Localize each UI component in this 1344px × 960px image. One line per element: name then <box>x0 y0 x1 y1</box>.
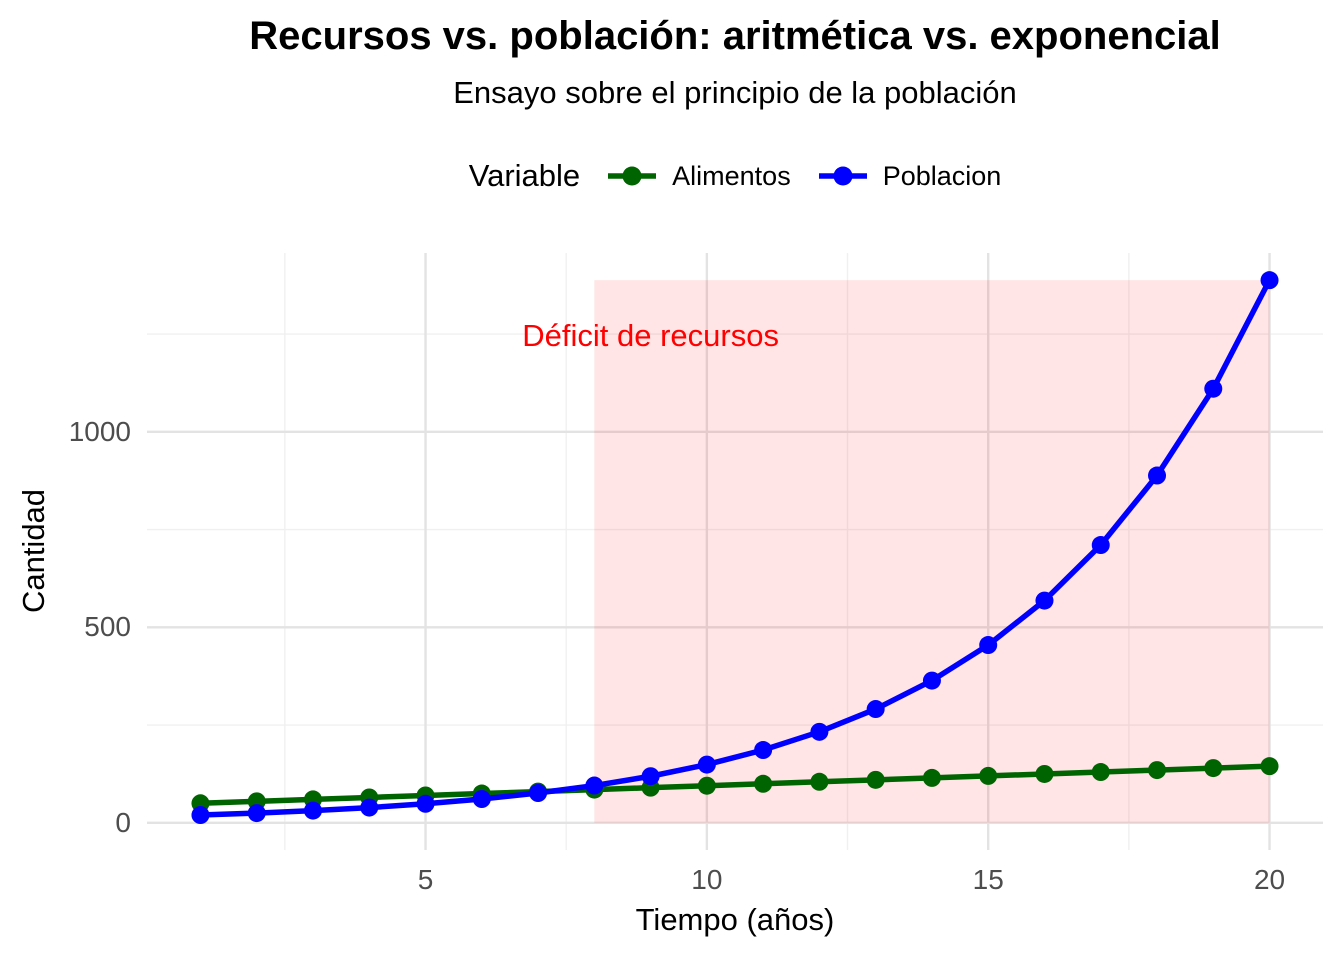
data-point-poblacion-2[interactable] <box>247 804 266 823</box>
data-point-poblacion-1[interactable] <box>191 806 210 825</box>
legend-item-alimentos[interactable]: Alimentos <box>606 161 791 192</box>
x-tick-label-15: 15 <box>972 864 1004 895</box>
data-point-alimentos-19[interactable] <box>1204 759 1223 778</box>
y-tick-label-0: 0 <box>115 806 131 838</box>
data-point-alimentos-18[interactable] <box>1148 761 1167 780</box>
x-axis-title: Tiempo (años) <box>635 902 835 937</box>
data-point-alimentos-13[interactable] <box>866 770 885 789</box>
data-point-alimentos-12[interactable] <box>810 772 829 791</box>
data-point-poblacion-19[interactable] <box>1204 379 1223 398</box>
data-point-poblacion-14[interactable] <box>922 671 941 690</box>
data-point-poblacion-16[interactable] <box>1035 591 1054 610</box>
data-point-alimentos-11[interactable] <box>754 774 773 793</box>
y-tick-label-500: 500 <box>84 611 131 643</box>
alimentos-line-point-key-icon <box>608 166 657 186</box>
poblacion-line-point-key-icon <box>818 166 867 186</box>
data-point-poblacion-18[interactable] <box>1148 466 1167 485</box>
series-line-alimentos <box>197 763 1273 807</box>
legend-title: Variable <box>468 158 581 193</box>
data-point-poblacion-12[interactable] <box>810 722 829 741</box>
data-point-poblacion-20[interactable] <box>1260 271 1279 290</box>
data-point-poblacion-4[interactable] <box>360 798 379 817</box>
x-tick-label-5: 5 <box>417 864 434 895</box>
plot-area <box>147 253 1323 850</box>
chart-title: Recursos vs. población: aritmética vs. e… <box>249 14 1221 58</box>
plot-panel: Déficit de recursos <box>147 253 1323 850</box>
data-point-poblacion-8[interactable] <box>585 776 604 795</box>
legend-item-label: Poblacion <box>882 160 1002 191</box>
data-point-alimentos-20[interactable] <box>1260 757 1279 776</box>
data-point-alimentos-10[interactable] <box>697 776 716 795</box>
chart-subtitle: Ensayo sobre el principio de la població… <box>453 75 1017 110</box>
data-point-poblacion-7[interactable] <box>529 784 548 803</box>
deficit-region <box>594 280 1270 823</box>
data-point-poblacion-17[interactable] <box>1091 536 1110 555</box>
x-tick-label-20: 20 <box>1253 864 1286 895</box>
chart-header: Recursos vs. población: aritmética vs. e… <box>147 0 1323 111</box>
x-tick-label-10: 10 <box>691 864 723 895</box>
data-point-poblacion-15[interactable] <box>979 636 998 655</box>
y-tick-label-1000: 1000 <box>68 415 131 447</box>
data-point-poblacion-6[interactable] <box>472 790 491 809</box>
data-point-alimentos-14[interactable] <box>922 768 941 787</box>
data-point-poblacion-5[interactable] <box>416 794 435 813</box>
legend-item-poblacion[interactable]: Poblacion <box>817 160 1002 192</box>
data-point-alimentos-17[interactable] <box>1091 763 1110 782</box>
data-point-poblacion-10[interactable] <box>697 755 716 774</box>
data-point-poblacion-13[interactable] <box>866 700 885 719</box>
y-axis-title: Cantidad <box>16 488 51 614</box>
data-point-poblacion-11[interactable] <box>754 741 773 760</box>
data-point-poblacion-3[interactable] <box>303 801 322 820</box>
series-line-poblacion <box>197 277 1273 818</box>
data-point-alimentos-15[interactable] <box>979 766 998 785</box>
data-point-alimentos-16[interactable] <box>1035 764 1054 783</box>
legend-item-label: Alimentos <box>672 160 791 191</box>
legend: Variable Alimentos Poblacion <box>147 148 1323 204</box>
data-point-poblacion-9[interactable] <box>641 767 660 786</box>
